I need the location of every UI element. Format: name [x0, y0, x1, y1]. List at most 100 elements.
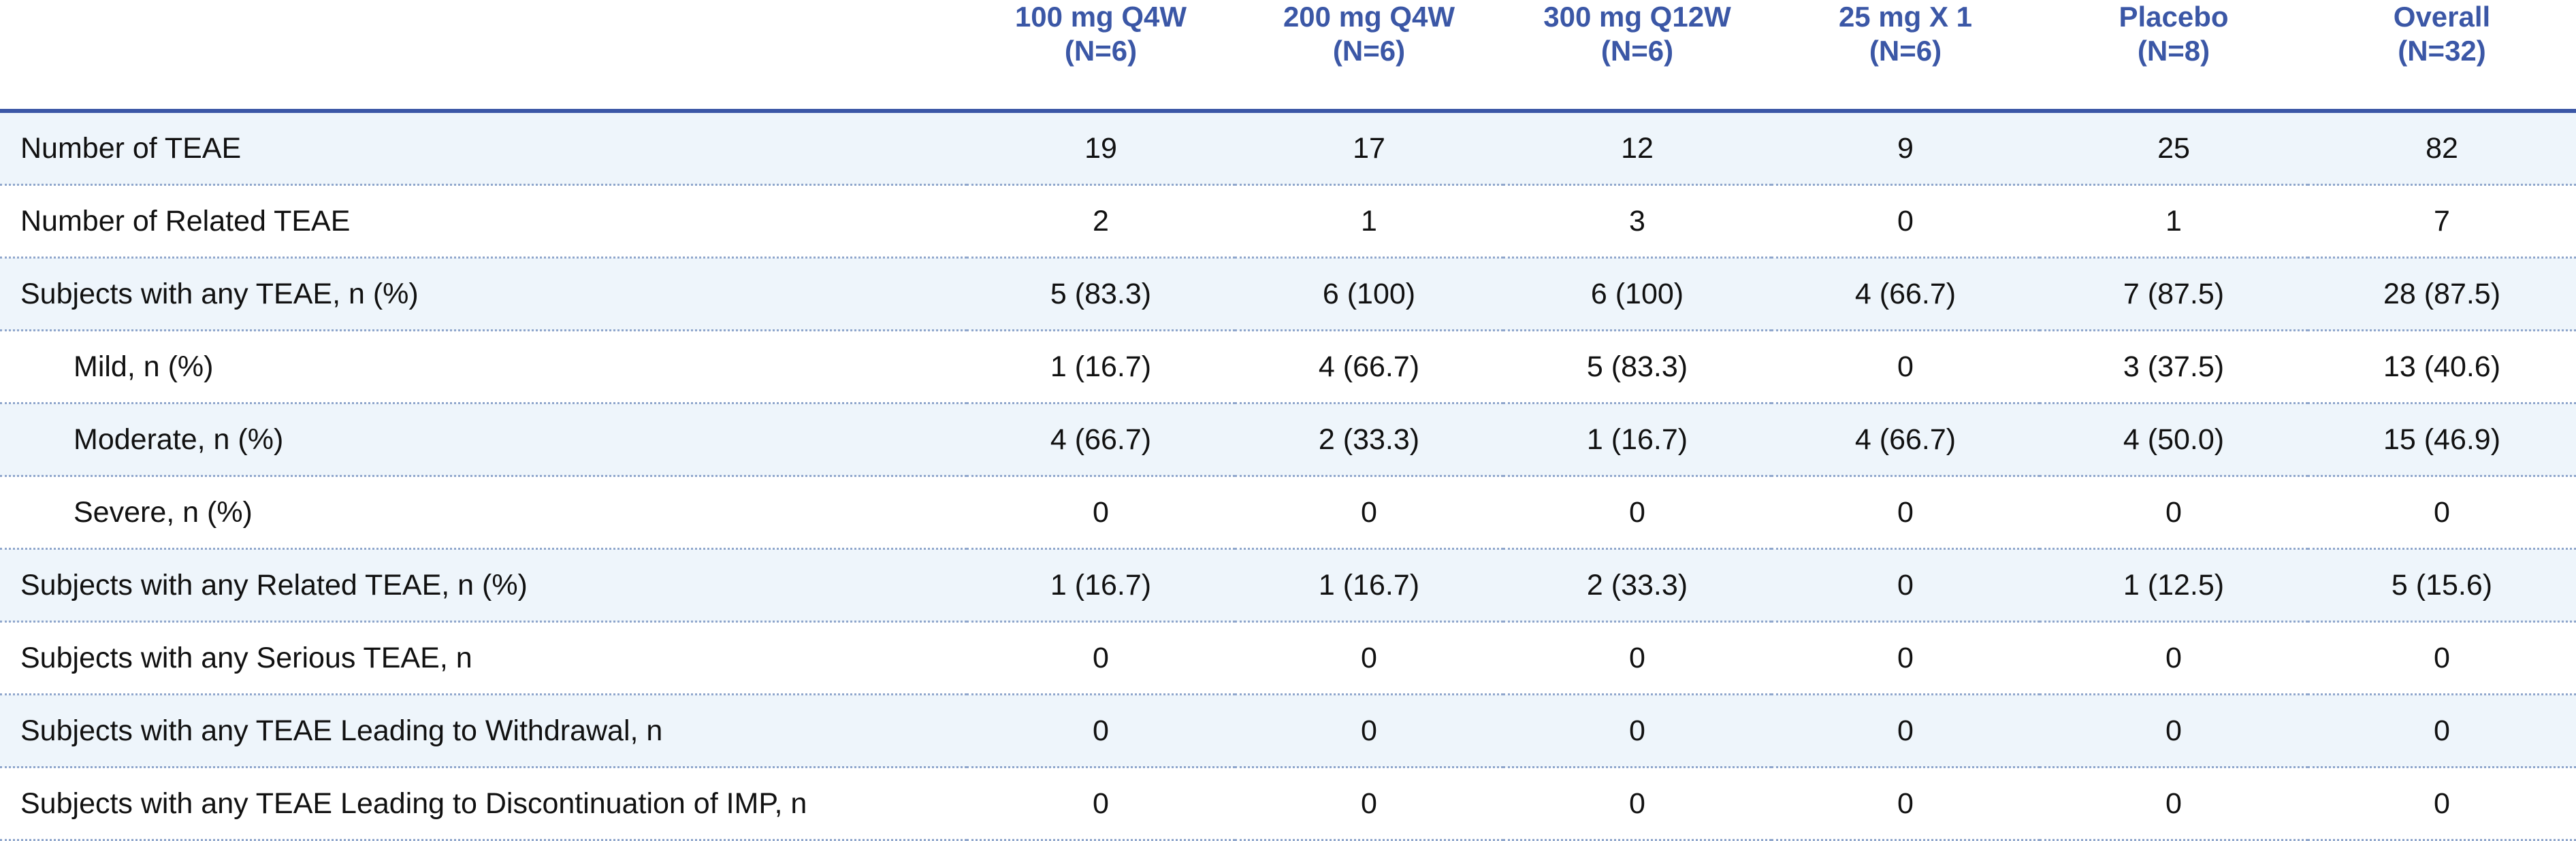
cell-value: 0: [2040, 767, 2308, 841]
cell-value: 0: [2040, 476, 2308, 550]
cell-value: 1 (16.7): [1235, 548, 1503, 623]
cell-value: 1: [2040, 184, 2308, 259]
cell-value: 0: [1503, 476, 1771, 550]
column-header: Overall (N=32): [2308, 0, 2576, 113]
table-row: Number of Related TEAE 2 1 3 0 1 7: [0, 184, 2576, 259]
cell-value: 0: [967, 476, 1235, 550]
column-name: 200 mg Q4W: [1283, 1, 1455, 33]
cell-value: 1 (16.7): [1503, 403, 1771, 477]
cell-value: 1 (16.7): [967, 330, 1235, 404]
table-body: Number of TEAE 19 17 12 9 25 82 Number of Relat…: [0, 111, 2576, 841]
column-name: 25 mg X 1: [1838, 1, 1973, 33]
cell-value: 0: [1771, 621, 2040, 695]
cell-value: 0: [1771, 476, 2040, 550]
cell-value: 2 (33.3): [1503, 548, 1771, 623]
cell-value: 0: [2308, 767, 2576, 841]
cell-value: 0: [1771, 548, 2040, 623]
table-row: Moderate, n (%) 4 (66.7) 2 (33.3) 1 (16.7) 4…: [0, 403, 2576, 477]
cell-value: 0: [1503, 621, 1771, 695]
cell-value: 17: [1235, 111, 1503, 186]
table-row: Subjects with any Related TEAE, n (%) 1 (…: [0, 548, 2576, 623]
cell-value: 0: [2308, 476, 2576, 550]
cell-value: 3: [1503, 184, 1771, 259]
table-row: Mild, n (%) 1 (16.7) 4 (66.7) 5 (83.3) 0 3 (3…: [0, 330, 2576, 404]
cell-value: 13 (40.6): [2308, 330, 2576, 404]
cell-value: 0: [2308, 621, 2576, 695]
cell-value: 7 (87.5): [2040, 257, 2308, 331]
cell-value: 1 (12.5): [2040, 548, 2308, 623]
header-blank: [0, 0, 967, 113]
table-row: Number of TEAE 19 17 12 9 25 82: [0, 111, 2576, 186]
table-row: Subjects with any TEAE, n (%) 5 (83.3) 6 (…: [0, 257, 2576, 331]
column-name: 100 mg Q4W: [1014, 1, 1187, 33]
column-n: (N=32): [2398, 35, 2486, 67]
cell-value: 0: [2040, 694, 2308, 768]
column-name: 300 mg Q12W: [1543, 1, 1731, 33]
column-header: Placebo (N=8): [2040, 0, 2308, 113]
column-n: (N=8): [2137, 35, 2210, 67]
cell-value: 0: [1771, 694, 2040, 768]
row-label: Number of Related TEAE: [0, 184, 967, 259]
row-label: Moderate, n (%): [0, 403, 967, 477]
cell-value: 5 (15.6): [2308, 548, 2576, 623]
cell-value: 1 (16.7): [967, 548, 1235, 623]
cell-value: 0: [967, 767, 1235, 841]
cell-value: 19: [967, 111, 1235, 186]
column-header: 25 mg X 1 (N=6): [1771, 0, 2040, 113]
row-label: Subjects with any Related TEAE, n (%): [0, 548, 967, 623]
cell-value: 6 (100): [1503, 257, 1771, 331]
column-name: Placebo: [2119, 1, 2229, 33]
cell-value: 9: [1771, 111, 2040, 186]
row-label: Mild, n (%): [0, 330, 967, 404]
column-n: (N=6): [1869, 35, 1942, 67]
column-header: 100 mg Q4W (N=6): [967, 0, 1235, 113]
cell-value: 82: [2308, 111, 2576, 186]
cell-value: 4 (66.7): [1235, 330, 1503, 404]
cell-value: 0: [1771, 330, 2040, 404]
cell-value: 5 (83.3): [1503, 330, 1771, 404]
cell-value: 0: [967, 694, 1235, 768]
table-row: Subjects with any TEAE Leading to Withdr…: [0, 694, 2576, 768]
cell-value: 4 (66.7): [1771, 403, 2040, 477]
cell-value: 4 (66.7): [967, 403, 1235, 477]
cell-value: 5 (83.3): [967, 257, 1235, 331]
cell-value: 12: [1503, 111, 1771, 186]
row-label: Subjects with any TEAE Leading to Withdr…: [0, 694, 967, 768]
cell-value: 0: [1503, 767, 1771, 841]
row-label: Subjects with any TEAE, n (%): [0, 257, 967, 331]
column-n: (N=6): [1064, 35, 1138, 67]
cell-value: 0: [967, 621, 1235, 695]
column-n: (N=6): [1332, 35, 1406, 67]
cell-value: 0: [2308, 694, 2576, 768]
cell-value: 15 (46.9): [2308, 403, 2576, 477]
cell-value: 0: [1235, 476, 1503, 550]
table-row: Subjects with any TEAE Leading to Discon…: [0, 767, 2576, 841]
cell-value: 0: [1235, 694, 1503, 768]
column-n: (N=6): [1600, 35, 1674, 67]
cell-value: 3 (37.5): [2040, 330, 2308, 404]
cell-value: 1: [1235, 184, 1503, 259]
row-label: Severe, n (%): [0, 476, 967, 550]
row-label: Number of TEAE: [0, 111, 967, 186]
cell-value: 0: [1771, 184, 2040, 259]
cell-value: 4 (66.7): [1771, 257, 2040, 331]
table-row: Severe, n (%) 0 0 0 0 0 0: [0, 476, 2576, 550]
column-header: 200 mg Q4W (N=6): [1235, 0, 1503, 113]
cell-value: 2 (33.3): [1235, 403, 1503, 477]
row-label: Subjects with any Serious TEAE, n: [0, 621, 967, 695]
cell-value: 25: [2040, 111, 2308, 186]
cell-value: 0: [1235, 767, 1503, 841]
cell-value: 0: [2040, 621, 2308, 695]
column-header: 300 mg Q12W (N=6): [1503, 0, 1771, 113]
cell-value: 0: [1503, 694, 1771, 768]
cell-value: 28 (87.5): [2308, 257, 2576, 331]
column-name: Overall: [2393, 1, 2491, 33]
cell-value: 0: [1235, 621, 1503, 695]
row-label: Subjects with any TEAE Leading to Discon…: [0, 767, 967, 841]
header-row: 100 mg Q4W (N=6) 200 mg Q4W (N=6) 300 mg Q12…: [0, 0, 2576, 113]
cell-value: 2: [967, 184, 1235, 259]
cell-value: 7: [2308, 184, 2576, 259]
